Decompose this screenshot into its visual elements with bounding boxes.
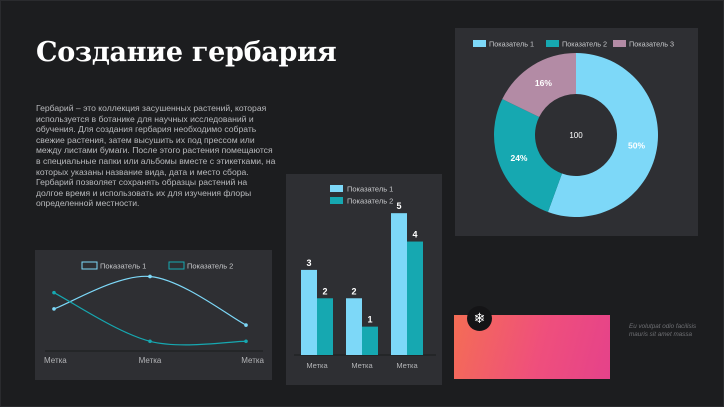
bar-data-label: 1 bbox=[367, 315, 372, 325]
x-tick-label: Метка bbox=[351, 361, 373, 370]
slide-title: Создание гербария bbox=[36, 37, 337, 68]
x-tick-label: Метка bbox=[139, 356, 162, 365]
donut-slice-3 bbox=[502, 53, 576, 118]
x-tick-label: Метка bbox=[44, 356, 67, 365]
series-point-2 bbox=[244, 339, 248, 344]
bar-2 bbox=[362, 326, 378, 355]
bar-data-label: 2 bbox=[351, 286, 356, 296]
donut-center-label: 100 bbox=[569, 131, 583, 140]
x-tick-label: Метка bbox=[396, 361, 418, 370]
snowflake-icon: ❄ bbox=[467, 306, 492, 331]
bar-chart-panel: Показатель 1 Показатель 2 3 2 Метка 2 1 Метка 5 4… bbox=[286, 174, 442, 385]
donut-chart-panel: Показатель 1 Показатель 2 Показатель 3 50% 2… bbox=[455, 28, 698, 236]
x-tick-label: Метка bbox=[241, 356, 264, 365]
bar-chart: Показатель 1 Показатель 2 3 2 Метка 2 1 Метка 5 4… bbox=[294, 185, 436, 370]
slide-body-text: Гербарий – это коллекция засушенных раст… bbox=[36, 103, 276, 209]
legend-label-1: Показатель 1 bbox=[100, 262, 146, 271]
bar-2 bbox=[317, 298, 333, 355]
donut-slice-1 bbox=[547, 53, 658, 217]
series-point-2 bbox=[148, 339, 152, 344]
legend-label-3: Показатель 3 bbox=[629, 40, 674, 49]
legend-label-2: Показатель 2 bbox=[562, 40, 607, 49]
legend-label-2: Показатель 2 bbox=[347, 197, 393, 206]
bar-data-label: 2 bbox=[322, 286, 327, 296]
bar-1 bbox=[301, 269, 317, 355]
series-point-1 bbox=[148, 274, 152, 279]
legend-swatch-2 bbox=[168, 261, 185, 270]
slice-data-label: 50% bbox=[628, 141, 645, 151]
series-line-2 bbox=[53, 292, 247, 346]
bar-data-label: 3 bbox=[306, 258, 311, 268]
series-point-2 bbox=[52, 290, 56, 295]
x-tick-label: Метка bbox=[306, 361, 328, 370]
legend-swatch-1 bbox=[330, 185, 343, 192]
series-point-1 bbox=[52, 307, 56, 311]
legend-label-2: Показатель 2 bbox=[187, 262, 233, 271]
bar-2 bbox=[407, 241, 423, 355]
bar-1 bbox=[346, 298, 362, 355]
legend-swatch-2 bbox=[546, 40, 559, 47]
bar-data-label: 4 bbox=[412, 230, 417, 240]
legend-swatch-1 bbox=[473, 40, 486, 47]
bar-data-label: 5 bbox=[396, 201, 401, 211]
slice-data-label: 24% bbox=[510, 153, 527, 163]
legend-swatch-3 bbox=[613, 40, 626, 47]
legend-swatch-1 bbox=[81, 261, 98, 270]
bar-1 bbox=[391, 213, 407, 355]
legend-label-1: Показатель 1 bbox=[489, 40, 534, 49]
series-line-1 bbox=[53, 275, 247, 326]
legend-label-1: Показатель 1 bbox=[347, 185, 393, 194]
line-chart-panel: Показатель 1 Показатель 2 Метка Метка Метка bbox=[35, 250, 272, 380]
legend-swatch-2 bbox=[330, 197, 343, 204]
donut-slice-2 bbox=[494, 99, 562, 213]
series-point-1 bbox=[244, 323, 248, 327]
donut-chart: Показатель 1 Показатель 2 Показатель 3 50% 2… bbox=[473, 40, 674, 217]
slice-data-label: 16% bbox=[535, 78, 552, 88]
caption-text: Eu volutpat odio facilisis mauris sit am… bbox=[629, 323, 697, 338]
line-chart: Показатель 1 Показатель 2 Метка Метка Метка bbox=[44, 261, 265, 365]
